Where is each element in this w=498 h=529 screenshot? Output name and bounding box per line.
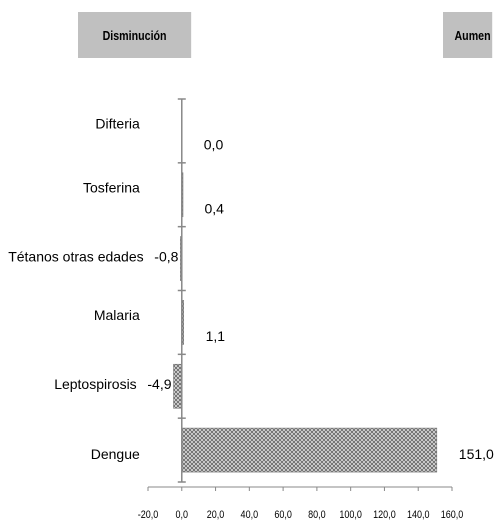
value-label-1: 0,4 [204, 200, 224, 216]
category-label-3: Malaria [94, 307, 140, 323]
bar-4 [173, 363, 183, 409]
x-tick-label-0: -20,0 [138, 509, 159, 521]
x-tick-label-3: 40,0 [241, 509, 259, 521]
x-tick-label-2: 20,0 [207, 509, 225, 521]
value-label-4: -4,9 [147, 376, 171, 392]
x-tick-label-8: 140,0 [407, 509, 430, 521]
category-label-1: Tosferina [83, 179, 140, 195]
x-tick-label-4: 60,0 [274, 509, 292, 521]
x-tick-label-7: 120,0 [373, 509, 396, 521]
bar-5 [181, 427, 438, 473]
legend-decrease-label: Disminución [102, 27, 167, 43]
x-tick-label-5: 80,0 [308, 509, 326, 521]
value-label-3: 1,1 [206, 328, 226, 344]
value-label-2: -0,8 [154, 248, 178, 264]
value-label-0: 0,0 [204, 137, 224, 153]
value-label-5: 151,0 [459, 446, 494, 462]
category-label-5: Dengue [91, 446, 140, 462]
x-tick-label-9: 160,0 [441, 509, 464, 521]
category-label-0: Difteria [95, 116, 140, 132]
x-tick-label-1: 0,0 [176, 509, 189, 521]
category-label-2: Tétanos otras edades [8, 248, 143, 264]
legend-decrease: Disminución [78, 12, 192, 58]
legend-increase-label: Aumen [454, 27, 491, 43]
x-tick-label-6: 100,0 [339, 509, 362, 521]
legend-increase: Aumen [443, 12, 493, 58]
category-label-4: Leptospirosis [54, 376, 137, 392]
